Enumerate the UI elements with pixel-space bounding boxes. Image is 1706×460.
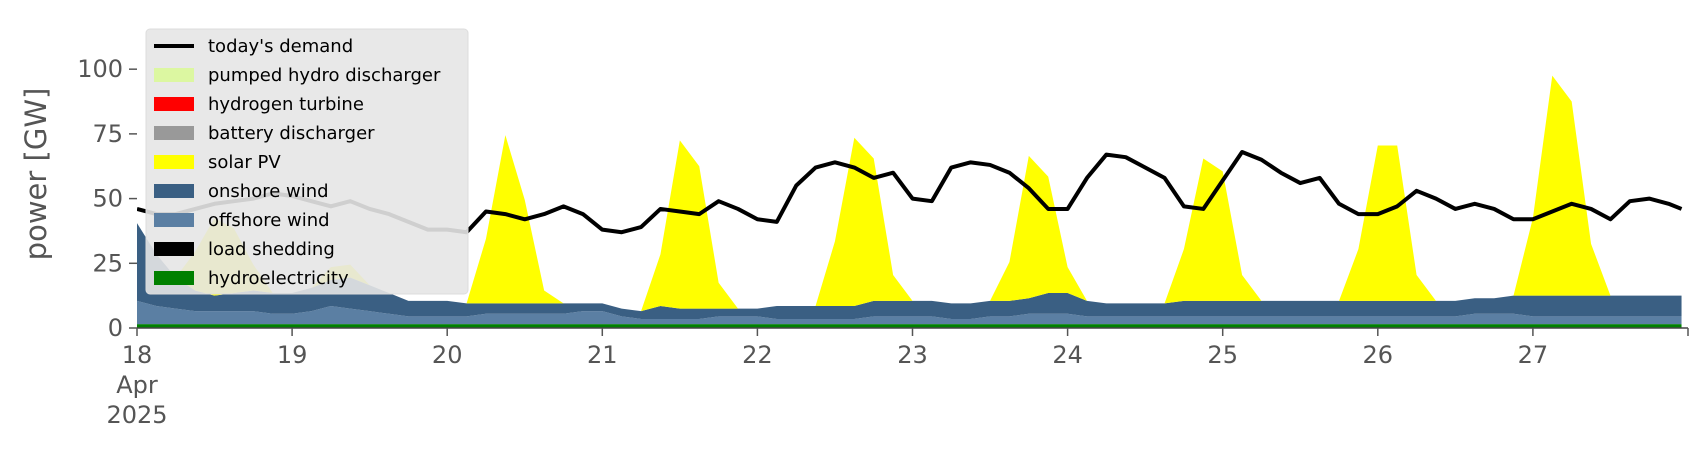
x-tick-label: 18 xyxy=(122,341,153,369)
legend-swatch-hydrogen-turbine xyxy=(154,97,194,111)
x-tick-label: 24 xyxy=(1052,341,1083,369)
x-tick-label: 20 xyxy=(432,341,463,369)
legend-swatch-offshore-wind xyxy=(154,213,194,227)
y-tick-label: 50 xyxy=(92,185,123,213)
x-tick-label: 23 xyxy=(897,341,928,369)
x-tick-label: 19 xyxy=(277,341,308,369)
legend-label-today-s-demand: today's demand xyxy=(208,36,353,57)
area-hydroelectricity xyxy=(137,324,1682,328)
legend-label-hydroelectricity: hydroelectricity xyxy=(208,268,349,289)
legend-label-solar-pv: solar PV xyxy=(208,152,281,173)
legend: today's demand pumped hydro discharger hyd… xyxy=(145,28,469,295)
y-tick-label: 0 xyxy=(108,314,123,342)
legend-box xyxy=(145,28,469,295)
legend-swatch-onshore-wind xyxy=(154,184,194,198)
legend-label-battery-discharger: battery discharger xyxy=(208,123,375,144)
x-tick-sublabel: Apr xyxy=(116,371,158,399)
x-tick-label: 26 xyxy=(1363,341,1394,369)
x-tick-sublabel: 2025 xyxy=(106,401,167,429)
legend-swatch-solar-pv xyxy=(154,155,194,169)
legend-swatch-hydroelectricity xyxy=(154,271,194,285)
area-offshore-wind xyxy=(137,300,1682,325)
legend-label-pumped-hydro-discharger: pumped hydro discharger xyxy=(208,65,441,86)
legend-label-hydrogen-turbine: hydrogen turbine xyxy=(208,94,364,115)
legend-swatch-pumped-hydro-discharger xyxy=(154,68,194,82)
area-onshore-wind xyxy=(137,223,1682,319)
legend-swatch-battery-discharger xyxy=(154,126,194,140)
x-tick-label: 25 xyxy=(1207,341,1238,369)
legend-label-load-shedding: load shedding xyxy=(208,239,335,260)
y-tick-label: 100 xyxy=(77,55,123,83)
y-tick-label: 25 xyxy=(92,249,123,277)
legend-swatch-load-shedding xyxy=(154,242,194,256)
x-tick-label: 21 xyxy=(587,341,618,369)
x-tick-label: 22 xyxy=(742,341,773,369)
y-axis-title: power [GW] xyxy=(19,88,53,261)
x-tick-label: 27 xyxy=(1518,341,1549,369)
legend-label-offshore-wind: offshore wind xyxy=(208,210,330,231)
stacked-area-series xyxy=(137,75,1682,328)
area-solar-pv xyxy=(137,75,1682,312)
legend-label-onshore-wind: onshore wind xyxy=(208,181,329,202)
y-tick-label: 75 xyxy=(92,120,123,148)
